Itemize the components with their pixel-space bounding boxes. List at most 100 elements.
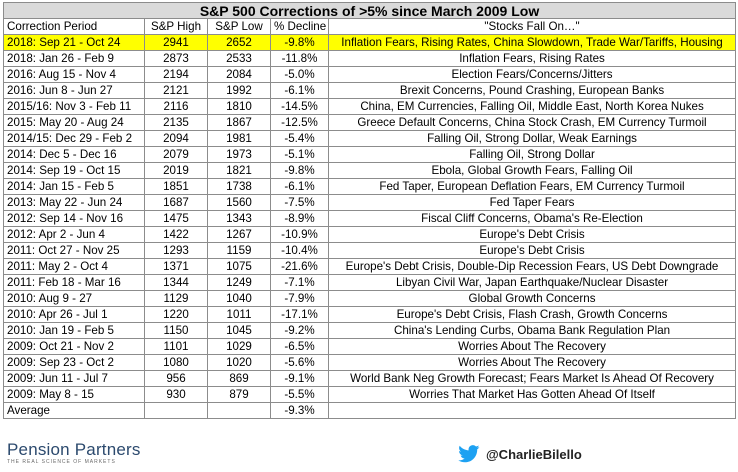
period-cell: 2018: Sep 21 - Oct 24 [3,34,145,51]
sp-high-cell: 1851 [144,178,208,195]
period-cell: 2016: Aug 15 - Nov 4 [3,66,145,83]
sp-high-cell: 2116 [144,98,208,115]
period-cell: 2016: Jun 8 - Jun 27 [3,82,145,99]
sp-low-cell: 1020 [207,354,271,371]
reason-cell: Europe's Debt Crisis, Flash Crash, Growt… [327,306,737,323]
sp-high-cell: 1422 [144,226,208,243]
header-sp-high: S&P High [144,18,208,35]
pct-decline-cell: -5.4% [270,130,329,147]
reason-cell: China, EM Currencies, Falling Oil, Middl… [327,98,737,115]
reason-cell: Europe's Debt Crisis [327,242,737,259]
sp-high-cell: 1150 [144,322,208,339]
table-row: 2011: May 2 - Oct 4 1371 1075 -21.6% Europe'… [3,258,737,275]
sp-high-cell: 956 [144,370,208,387]
pct-decline-cell: -9.8% [270,34,329,51]
reason-cell: Greece Default Concerns, China Stock Cra… [327,114,737,131]
table-row: 2018: Sep 21 - Oct 24 2941 2652 -9.8% Inflat… [3,34,737,51]
average-row: Average -9.3% [3,402,737,419]
table-row: 2012: Apr 2 - Jun 4 1422 1267 -10.9% Europe'… [3,226,737,243]
table-row: 2009: May 8 - 15 930 879 -5.5% Worries That … [3,386,737,403]
sp-low-cell: 1981 [207,130,271,147]
table-row: 2014: Sep 19 - Oct 15 2019 1821 -9.8% Ebola,… [3,162,737,179]
table-row: 2014: Dec 5 - Dec 16 2079 1973 -5.1% Falling… [3,146,737,163]
period-cell: 2009: Oct 21 - Nov 2 [3,338,145,355]
sp-high-cell: 1371 [144,258,208,275]
pct-decline-cell: -7.9% [270,290,329,307]
reason-cell: Election Fears/Concerns/Jitters [327,66,737,83]
sp-high-cell: 1129 [144,290,208,307]
period-cell: 2012: Apr 2 - Jun 4 [3,226,145,243]
pct-decline-cell: -5.6% [270,354,329,371]
table-row: 2015: May 20 - Aug 24 2135 1867 -12.5% Greec… [3,114,737,131]
pct-decline-cell: -6.5% [270,338,329,355]
average-high-empty [144,402,208,419]
pct-decline-cell: -8.9% [270,210,329,227]
logo-tagline: THE REAL SCIENCE OF MARKETS [7,459,116,465]
period-cell: 2010: Aug 9 - 27 [3,290,145,307]
sp-low-cell: 1867 [207,114,271,131]
pct-decline-cell: -5.1% [270,146,329,163]
sp-low-cell: 1159 [207,242,271,259]
pct-decline-cell: -5.0% [270,66,329,83]
pct-decline-cell: -10.4% [270,242,329,259]
sp-high-cell: 1687 [144,194,208,211]
period-cell: 2009: Sep 23 - Oct 2 [3,354,145,371]
pct-decline-cell: -10.9% [270,226,329,243]
footer: Pension Partners THE REAL SCIENCE OF MAR… [3,439,735,467]
sp-low-cell: 879 [207,386,271,403]
sp-low-cell: 1011 [207,306,271,323]
logo-text: Pension Partners [7,440,141,459]
reason-cell: Worries About The Recovery [327,354,737,371]
sp-high-cell: 2094 [144,130,208,147]
pct-decline-cell: -5.5% [270,386,329,403]
period-cell: 2015/16: Nov 3 - Feb 11 [3,98,145,115]
period-cell: 2011: Oct 27 - Nov 25 [3,242,145,259]
table-row: 2009: Oct 21 - Nov 2 1101 1029 -6.5% Worries… [3,338,737,355]
header-correction-period: Correction Period [3,18,145,35]
reason-cell: Falling Oil, Strong Dollar [327,146,737,163]
header-row: Correction Period S&P High S&P Low % Dec… [3,18,737,35]
pct-decline-cell: -12.5% [270,114,329,131]
reason-cell: Fed Taper, European Deflation Fears, EM … [327,178,737,195]
reason-cell: Europe's Debt Crisis, Double-Dip Recessi… [327,258,737,275]
table-row: 2009: Jun 11 - Jul 7 956 869 -9.1% World Ban… [3,370,737,387]
pct-decline-cell: -9.2% [270,322,329,339]
period-cell: 2011: May 2 - Oct 4 [3,258,145,275]
table-row: 2012: Sep 14 - Nov 16 1475 1343 -8.9% Fiscal… [3,210,737,227]
pct-decline-cell: -7.5% [270,194,329,211]
sp-low-cell: 2533 [207,50,271,67]
reason-cell: Inflation Fears, Rising Rates [327,50,737,67]
table-row: 2010: Jan 19 - Feb 5 1150 1045 -9.2% China's… [3,322,737,339]
pct-decline-cell: -21.6% [270,258,329,275]
period-cell: 2009: Jun 11 - Jul 7 [3,370,145,387]
sp-low-cell: 869 [207,370,271,387]
reason-cell: Worries That Market Has Gotten Ahead Of … [327,386,737,403]
sp-high-cell: 1475 [144,210,208,227]
sp-low-cell: 1992 [207,82,271,99]
period-cell: 2013: May 22 - Jun 24 [3,194,145,211]
table-row: 2011: Oct 27 - Nov 25 1293 1159 -10.4% Europ… [3,242,737,259]
sp-low-cell: 1738 [207,178,271,195]
pct-decline-cell: -9.1% [270,370,329,387]
reason-cell: Worries About The Recovery [327,338,737,355]
average-reason-empty [327,402,737,419]
period-cell: 2010: Apr 26 - Jul 1 [3,306,145,323]
period-cell: 2014: Jan 15 - Feb 5 [3,178,145,195]
sp-high-cell: 1293 [144,242,208,259]
header-pct-decline: % Decline [270,18,329,35]
sp-high-cell: 2121 [144,82,208,99]
sp-high-cell: 2941 [144,34,208,51]
period-cell: 2012: Sep 14 - Nov 16 [3,210,145,227]
reason-cell: Ebola, Global Growth Fears, Falling Oil [327,162,737,179]
title-row: S&P 500 Corrections of >5% since March 2… [2,2,737,19]
period-cell: 2011: Feb 18 - Mar 16 [3,274,145,291]
header-sp-low: S&P Low [207,18,271,35]
reason-cell: Inflation Fears, Rising Rates, China Slo… [327,34,737,51]
reason-cell: China's Lending Curbs, Obama Bank Regula… [327,322,737,339]
sp-low-cell: 1343 [207,210,271,227]
table-title: S&P 500 Corrections of >5% since March 2… [2,2,737,19]
pct-decline-cell: -11.8% [270,50,329,67]
period-cell: 2018: Jan 26 - Feb 9 [3,50,145,67]
sp-low-cell: 1040 [207,290,271,307]
pension-partners-logo: Pension Partners THE REAL SCIENCE OF MAR… [7,441,147,467]
